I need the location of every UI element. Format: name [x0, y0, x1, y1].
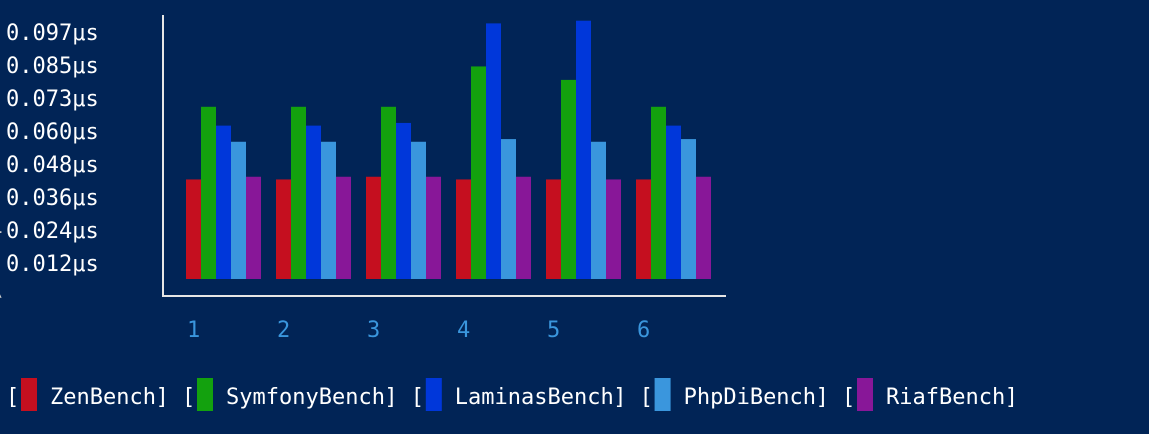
legend-label: PhpDiBench: [684, 385, 816, 410]
clipped-char: :: [0, 87, 5, 112]
bar-zenbench-1: [186, 179, 201, 279]
bar-phpdibench-2: [321, 141, 336, 279]
bar-group-1: [186, 106, 261, 279]
bar-zenbench-2: [276, 179, 291, 279]
bars: [186, 20, 711, 280]
y-axis-ticks: 0.097μs 0.085μs 0.073μs 0.060μs 0.048μs 0.036…: [6, 21, 99, 277]
bar-zenbench-4: [456, 179, 471, 279]
legend-bracket-close: ]: [156, 385, 169, 410]
legend-bracket-open: [: [6, 385, 19, 410]
bar-riafbench-2: [336, 176, 351, 279]
bar-laminasbench-1: [216, 125, 231, 279]
legend-item-phpdibench: [ PhpDiBench]: [640, 378, 829, 411]
legend-item-symfonybench: [ SymfonyBench]: [182, 378, 398, 411]
x-tick-label: 2: [277, 318, 290, 343]
bar-riafbench-4: [516, 176, 531, 279]
bar-symfonybench-3: [381, 106, 396, 279]
legend-bracket-close: ]: [613, 385, 626, 410]
bar-zenbench-5: [546, 179, 561, 279]
legend-bracket-open: [: [842, 385, 855, 410]
legend-item-laminasbench: [ LaminasBench]: [411, 378, 626, 411]
bar-zenbench-3: [366, 176, 381, 279]
bar-group-5: [546, 20, 621, 279]
bar-symfonybench-6: [651, 106, 666, 279]
bar-laminasbench-5: [576, 20, 591, 279]
bar-group-2: [276, 106, 351, 279]
legend-item-riafbench: [ RiafBench]: [842, 378, 1018, 411]
bar-laminasbench-2: [306, 125, 321, 279]
legend-swatch: [425, 378, 442, 411]
legend: [ ZenBench] [ SymfonyBench] [ LaminasBench] [ P…: [6, 378, 1018, 411]
clipped-char: \: [0, 277, 3, 302]
y-tick-label: 0.024μs: [6, 219, 99, 244]
legend-item-zenbench: [ ZenBench]: [6, 378, 169, 411]
bar-group-3: [366, 106, 441, 279]
bar-group-4: [456, 23, 531, 280]
y-tick-label: 0.073μs: [6, 87, 99, 112]
legend-bracket-close: ]: [384, 385, 397, 410]
y-tick-label: 0.085μs: [6, 54, 99, 79]
bar-zenbench-6: [636, 179, 651, 279]
bar-riafbench-3: [426, 176, 441, 279]
y-tick-label: 0.036μs: [6, 186, 99, 211]
legend-bracket-close: ]: [1005, 385, 1018, 410]
y-tick-label: 0.048μs: [6, 153, 99, 178]
x-tick-label: 1: [187, 318, 200, 343]
y-tick-label: 0.012μs: [6, 252, 99, 277]
bar-phpdibench-3: [411, 141, 426, 279]
legend-bracket-close: ]: [816, 385, 829, 410]
bar-phpdibench-5: [591, 141, 606, 279]
y-tick-label: 0.097μs: [6, 21, 99, 46]
legend-bracket-open: [: [182, 385, 195, 410]
legend-label: LaminasBench: [455, 385, 614, 410]
clipped-char: ): [0, 343, 3, 368]
bar-riafbench-1: [246, 176, 261, 279]
bar-phpdibench-1: [231, 141, 246, 279]
bar-group-6: [636, 106, 711, 279]
bar-symfonybench-1: [201, 106, 216, 279]
y-tick-label: 0.060μs: [6, 120, 99, 145]
legend-label: RiafBench: [886, 385, 1005, 410]
legend-bracket-open: [: [411, 385, 424, 410]
legend-swatch: [21, 378, 37, 411]
x-tick-label: 3: [367, 318, 380, 343]
bar-riafbench-5: [606, 179, 621, 279]
legend-swatch: [654, 378, 671, 411]
legend-label: SymfonyBench: [226, 385, 385, 410]
x-tick-label: 4: [457, 318, 470, 343]
bar-riafbench-6: [696, 176, 711, 279]
bar-laminasbench-4: [486, 23, 501, 280]
clipped-char: -: [0, 219, 5, 244]
x-axis-ticks: 1 2 3 4 5 6: [187, 318, 650, 343]
legend-bracket-open: [: [640, 385, 653, 410]
legend-swatch: [857, 378, 873, 411]
bar-phpdibench-4: [501, 139, 516, 279]
bar-laminasbench-3: [396, 122, 411, 279]
bar-phpdibench-6: [681, 139, 696, 279]
bar-symfonybench-2: [291, 106, 306, 279]
bar-symfonybench-5: [561, 79, 576, 279]
legend-swatch: [197, 378, 213, 411]
bar-symfonybench-4: [471, 66, 486, 280]
axes: [162, 15, 726, 297]
x-tick-label: 6: [637, 318, 650, 343]
legend-label: ZenBench: [50, 385, 156, 410]
bar-laminasbench-6: [666, 125, 681, 279]
x-tick-label: 5: [547, 318, 560, 343]
